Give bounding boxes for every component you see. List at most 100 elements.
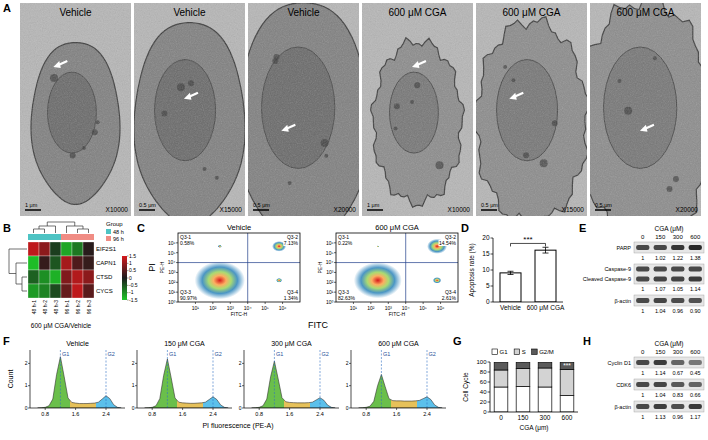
y-axis: [30, 350, 31, 408]
legend-swatch: [492, 349, 498, 355]
y-tick-label: 10³: [326, 269, 334, 275]
x-tick-label: 10⁵: [419, 305, 427, 311]
blot-band: [671, 382, 684, 387]
x-tick: [353, 302, 354, 304]
x-tick: [405, 302, 406, 304]
label-patch: [338, 295, 357, 301]
blot-band: [671, 277, 684, 282]
lane-label: 0: [641, 349, 645, 355]
y-tick-label: 1: [25, 382, 28, 388]
y-tick-label: 0: [239, 405, 242, 411]
band-value: 0.83: [672, 392, 683, 398]
group-bar: [72, 234, 83, 240]
blot-band: [689, 245, 702, 250]
blot-band: [636, 298, 649, 303]
phase-label: G2: [108, 351, 115, 357]
scale-bar-label: 0.5 μm: [595, 202, 612, 208]
legend-label: G1: [500, 349, 509, 355]
x-tick: [212, 302, 213, 304]
blot-header: CGA (μM): [654, 225, 683, 233]
histogram-area: [38, 357, 122, 408]
heatmap-cell: [72, 270, 83, 284]
scale-bar-label: 1 μm: [367, 202, 380, 208]
phase-marker: [381, 350, 382, 408]
scale-bar: [25, 209, 41, 211]
lane-label: 0: [641, 234, 645, 240]
scale-bar-label: 1 μm: [25, 202, 38, 208]
blot-band: [671, 298, 684, 303]
scale-bar-label: 0.5 μm: [253, 202, 270, 208]
y-axis: [137, 350, 138, 408]
micrograph-background: [20, 3, 131, 216]
heatmap-cell: [83, 242, 94, 256]
blot-band: [636, 404, 649, 409]
histogram: [145, 350, 229, 408]
plot-title: Vehicle: [227, 223, 251, 232]
heatmap-cell: [61, 242, 72, 256]
blot-band-reference: [689, 267, 702, 272]
band-value: 0.67: [672, 370, 683, 376]
y-tick: [334, 292, 336, 293]
histogram: [38, 350, 122, 408]
x-tick-label: 10²: [209, 305, 217, 311]
y-tick-label: 10¹: [168, 289, 176, 295]
x-tick-label: 10⁶: [437, 305, 445, 311]
band-value: 1.22: [672, 255, 683, 261]
band-value: 1: [641, 255, 644, 261]
colorbar-label: -1: [129, 289, 134, 295]
scale-bar: [253, 209, 269, 211]
band-value: 1: [641, 286, 644, 292]
legend-swatch: [514, 349, 520, 355]
heatmap-cell: [28, 256, 39, 270]
colorbar-label: 1.5: [129, 253, 136, 259]
y-tick: [334, 262, 336, 263]
y-tick-label: 2: [132, 360, 135, 366]
x-tick: [45, 408, 46, 410]
heatmap-cell: [61, 256, 72, 270]
histogram-area: [145, 359, 229, 408]
y-tick: [176, 292, 178, 293]
gene-label: EIF2S1: [96, 246, 117, 252]
bar-segment: [538, 387, 552, 412]
y-tick-label: 10²: [326, 279, 334, 285]
gate-line: [405, 233, 406, 302]
y-tick: [176, 272, 178, 273]
blot-band: [654, 298, 667, 303]
band-value: 1.02: [655, 255, 666, 261]
x-tick-label: 1.6: [72, 411, 80, 417]
x-tick-label: 10⁵: [261, 305, 269, 311]
y-axis-title: Cell Cycle: [462, 372, 470, 402]
axis-name: PE-H: [317, 261, 323, 273]
y-tick: [176, 242, 178, 243]
blot-strip: [634, 379, 704, 390]
heatmap-cell: [61, 270, 72, 284]
y-tick: [334, 282, 336, 283]
lane-label: 600: [690, 349, 701, 355]
phase-label: G1: [276, 351, 283, 357]
quadrant-value: 82.63%: [338, 295, 356, 301]
micrograph-background: [590, 3, 701, 216]
micrograph: [134, 3, 245, 216]
histogram-title: Vehicle: [66, 340, 89, 347]
plot-frame: [336, 233, 458, 302]
y-tick: [349, 385, 351, 386]
quadrant-value: 1.34%: [284, 295, 299, 301]
y-tick: [349, 408, 351, 409]
band-value: 1: [641, 392, 644, 398]
sample-label: 48 h-3: [53, 300, 59, 314]
x-tick: [388, 302, 389, 304]
blot-strip: [634, 295, 704, 306]
axis-name: FITC-H: [389, 311, 406, 317]
y-tick: [135, 408, 137, 409]
phase-label: G2: [322, 351, 329, 357]
cell: [590, 3, 701, 216]
phase-label: G2: [429, 351, 436, 357]
x-tick-label: 0.8: [362, 411, 370, 417]
blot-strip: [634, 357, 704, 368]
band-value: 1.17: [690, 414, 701, 420]
x-tick-label: 10¹: [192, 305, 200, 311]
label-patch: [283, 240, 299, 246]
blot-band: [689, 404, 702, 409]
band-value: 0.96: [672, 308, 683, 314]
x-axis: [244, 408, 339, 409]
